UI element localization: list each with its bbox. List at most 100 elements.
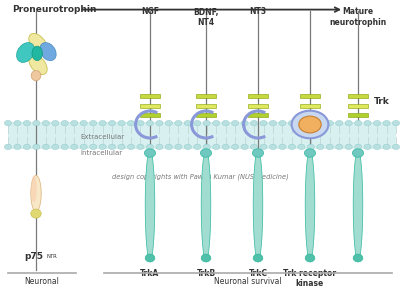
Circle shape — [260, 120, 267, 126]
Bar — [8, 122, 396, 148]
Bar — [300, 113, 320, 117]
Circle shape — [374, 120, 381, 126]
Ellipse shape — [200, 149, 212, 157]
Circle shape — [118, 120, 125, 126]
Text: Trk: Trk — [374, 98, 390, 106]
Bar — [348, 94, 368, 98]
Text: Mature
neurotrophin: Mature neurotrophin — [329, 8, 387, 27]
Circle shape — [90, 144, 97, 150]
Ellipse shape — [145, 150, 155, 261]
Text: TrkB: TrkB — [196, 268, 216, 278]
Text: NT3: NT3 — [250, 8, 266, 16]
Circle shape — [175, 144, 182, 150]
Bar — [196, 113, 216, 117]
Ellipse shape — [144, 149, 156, 157]
Text: Extracellular: Extracellular — [80, 134, 124, 140]
Text: Neuronal survival: Neuronal survival — [214, 278, 282, 286]
Text: NGF: NGF — [141, 8, 159, 16]
Ellipse shape — [253, 150, 263, 261]
Circle shape — [392, 120, 400, 126]
Circle shape — [61, 120, 68, 126]
Circle shape — [137, 120, 144, 126]
Circle shape — [156, 144, 163, 150]
Ellipse shape — [29, 54, 47, 75]
Circle shape — [33, 144, 40, 150]
Circle shape — [212, 120, 220, 126]
Circle shape — [184, 144, 192, 150]
Ellipse shape — [201, 254, 211, 262]
Circle shape — [71, 120, 78, 126]
Circle shape — [14, 144, 21, 150]
Bar — [248, 104, 268, 108]
Circle shape — [326, 144, 333, 150]
Circle shape — [260, 144, 267, 150]
Circle shape — [354, 144, 362, 150]
Circle shape — [146, 120, 154, 126]
Bar — [348, 104, 368, 108]
Ellipse shape — [253, 254, 263, 262]
Text: Trk receptor
kinase: Trk receptor kinase — [284, 268, 336, 288]
Bar — [196, 94, 216, 98]
Circle shape — [42, 120, 50, 126]
Circle shape — [165, 120, 172, 126]
Text: BDNF,
NT4: BDNF, NT4 — [193, 8, 219, 27]
Circle shape — [23, 120, 30, 126]
Ellipse shape — [31, 70, 41, 81]
Circle shape — [279, 144, 286, 150]
Text: design copyrights with Pawan Kumar (NUS Medicine): design copyrights with Pawan Kumar (NUS … — [112, 174, 288, 180]
Ellipse shape — [31, 209, 41, 218]
Circle shape — [298, 120, 305, 126]
Ellipse shape — [305, 150, 315, 261]
Ellipse shape — [305, 254, 315, 262]
Circle shape — [23, 144, 30, 150]
Circle shape — [165, 144, 172, 150]
Circle shape — [250, 144, 258, 150]
Circle shape — [80, 120, 87, 126]
Circle shape — [194, 144, 201, 150]
Circle shape — [33, 120, 40, 126]
Circle shape — [175, 120, 182, 126]
Text: Neuronal: Neuronal — [24, 278, 60, 286]
Circle shape — [269, 120, 276, 126]
Circle shape — [99, 144, 106, 150]
Text: NTR: NTR — [47, 254, 58, 259]
Circle shape — [80, 144, 87, 150]
Ellipse shape — [31, 176, 37, 203]
Circle shape — [42, 144, 50, 150]
Circle shape — [203, 144, 210, 150]
Ellipse shape — [29, 33, 47, 54]
Circle shape — [383, 120, 390, 126]
Circle shape — [364, 120, 371, 126]
Circle shape — [307, 144, 314, 150]
Circle shape — [317, 120, 324, 126]
Ellipse shape — [252, 149, 264, 157]
Text: TrkA: TrkA — [140, 268, 160, 278]
Circle shape — [279, 120, 286, 126]
Circle shape — [52, 144, 59, 150]
Circle shape — [14, 120, 21, 126]
Circle shape — [146, 144, 154, 150]
Bar — [300, 104, 320, 108]
Circle shape — [326, 120, 333, 126]
Circle shape — [212, 144, 220, 150]
Circle shape — [288, 120, 296, 126]
Circle shape — [4, 120, 12, 126]
Circle shape — [345, 144, 352, 150]
Circle shape — [299, 116, 321, 133]
Bar — [196, 104, 216, 108]
Circle shape — [250, 120, 258, 126]
Circle shape — [156, 120, 163, 126]
Circle shape — [90, 120, 97, 126]
Circle shape — [336, 144, 343, 150]
Circle shape — [108, 144, 116, 150]
Ellipse shape — [40, 43, 56, 61]
Circle shape — [118, 144, 125, 150]
Circle shape — [128, 144, 135, 150]
Circle shape — [108, 120, 116, 126]
Circle shape — [137, 144, 144, 150]
Bar — [248, 113, 268, 117]
Circle shape — [222, 120, 229, 126]
Ellipse shape — [353, 150, 363, 261]
Circle shape — [336, 120, 343, 126]
Ellipse shape — [201, 150, 211, 261]
